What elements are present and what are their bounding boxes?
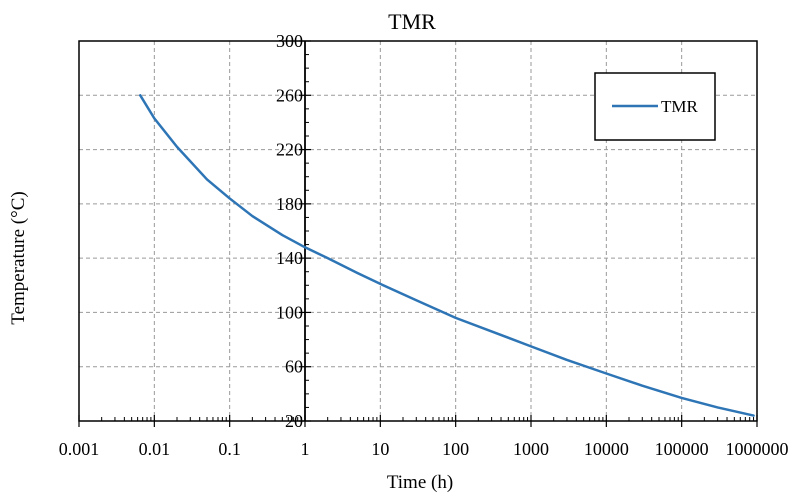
chart-title: TMR [388,9,436,34]
series-group [138,94,755,417]
y-tick-label: 220 [276,140,303,160]
y-tick-label: 60 [285,357,303,377]
y-axis-label: Temperature (°C) [8,191,29,324]
x-tick-label: 100 [442,439,469,459]
legend-label-tmr: TMR [661,97,699,116]
x-tick-label: 1000000 [726,439,789,459]
y-tick-label: 300 [276,31,303,51]
y-tick-label: 260 [276,85,303,105]
y-tick-label: 20 [285,411,303,431]
x-tick-label: 1000 [513,439,549,459]
x-tick-label: 10000 [584,439,629,459]
x-tick-label: 10 [371,439,389,459]
y-tick-label: 180 [276,194,303,214]
legend: TMR [594,72,716,141]
x-tick-label: 0.1 [218,439,241,459]
plot-area-border [78,40,758,422]
tick-labels: 0.001 0.01 0.1 1 10 100 1000 10000 100000 1000000… [59,31,789,459]
axes [78,40,758,427]
x-tick-label: 0.001 [59,439,100,459]
y-tick-label: 100 [276,302,303,322]
x-axis-label: Time (h) [387,472,453,493]
y-tick-label: 140 [276,248,303,268]
series-line-tmr [138,94,755,417]
x-tick-label: 1 [301,439,310,459]
x-tick-label: 0.01 [139,439,171,459]
x-tick-label: 100000 [655,439,709,459]
grid-lines [79,41,757,421]
